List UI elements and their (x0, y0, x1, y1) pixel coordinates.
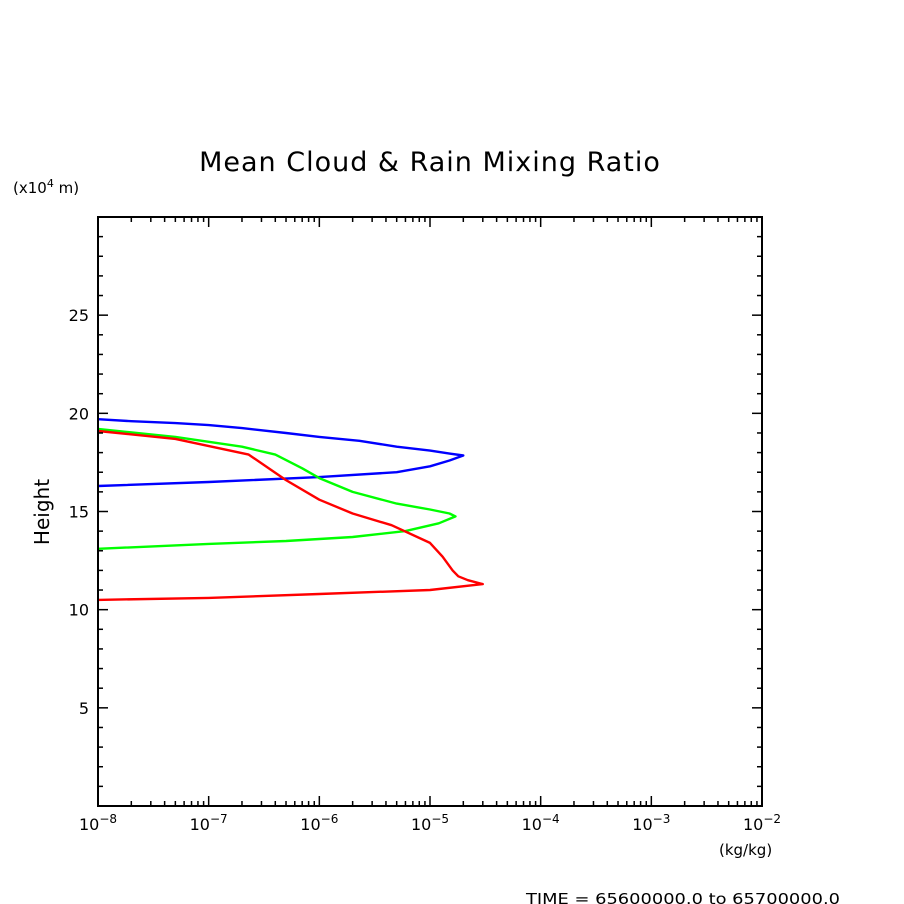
x-units-label: (kg/kg) (719, 841, 772, 859)
y-tick-label: 5 (79, 699, 89, 718)
series-line-2 (97, 427, 457, 550)
ticks-layer (97, 217, 763, 806)
y-tick-label: 25 (69, 306, 89, 325)
y-tick-labels: 5 10 15 20 25 (69, 306, 89, 718)
x-tick-label: 10−8 (79, 812, 117, 834)
x-tick-label: 10−2 (743, 812, 781, 834)
x-tick-label: 10−5 (411, 812, 449, 834)
y-tick-label: 20 (69, 404, 89, 423)
x-tick-label: 10−6 (300, 812, 338, 834)
x-tick-label: 10−7 (190, 812, 228, 834)
y-units-label: (x104 m) (13, 177, 79, 197)
y-tick-label: 15 (69, 503, 89, 522)
x-tick-label: 10−4 (522, 812, 560, 834)
time-range-footer: TIME = 65600000.0 to 65700000.0 (525, 890, 840, 904)
series-layer (97, 418, 484, 602)
chart-title: Mean Cloud & Rain Mixing Ratio (199, 147, 661, 178)
y-axis-label: Height (30, 479, 54, 545)
series-line-1 (97, 418, 465, 488)
plot-frame (97, 216, 763, 807)
x-tick-label: 10−3 (632, 812, 670, 834)
y-tick-label: 10 (69, 601, 89, 620)
x-tick-labels: 10−8 10−7 10−6 10−5 10−4 10−3 10−2 (79, 812, 781, 834)
series-line-3 (97, 429, 484, 602)
